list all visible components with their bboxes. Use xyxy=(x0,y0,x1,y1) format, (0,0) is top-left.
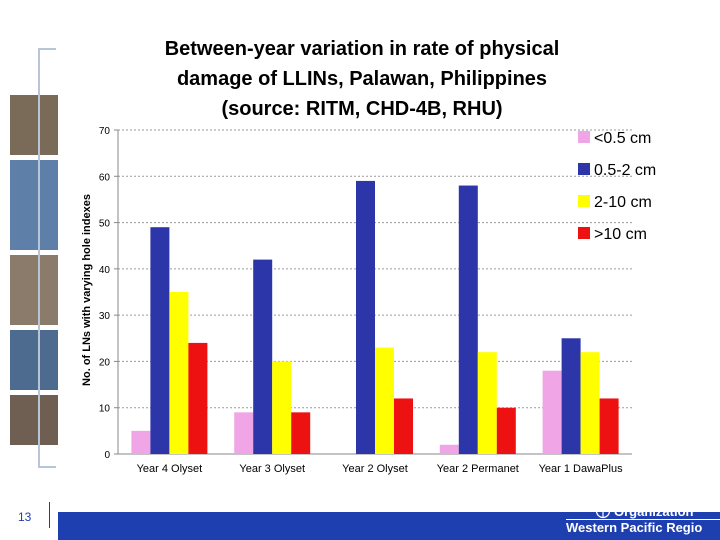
x-category-label: Year 4 Olyset xyxy=(137,463,203,475)
bar-1-3 xyxy=(291,412,311,454)
bar-2-2 xyxy=(375,347,394,454)
y-tick-label: 60 xyxy=(99,172,111,183)
x-category-label: Year 3 Olyset xyxy=(239,463,305,475)
legend-swatch xyxy=(578,227,590,239)
bar-2-1 xyxy=(356,180,375,454)
legend-swatch xyxy=(578,131,590,143)
legend-label: <0.5 cm xyxy=(594,130,651,147)
legend-label: 2-10 cm xyxy=(594,194,652,211)
x-category-label: Year 2 Olyset xyxy=(342,463,408,475)
bar-1-0 xyxy=(234,412,254,454)
bar-4-3 xyxy=(599,398,619,454)
bar-4-0 xyxy=(542,370,562,454)
y-tick-label: 40 xyxy=(99,265,111,276)
legend-swatch xyxy=(578,195,590,207)
photo-panel xyxy=(10,255,58,325)
photo-panel xyxy=(10,395,58,445)
y-axis-label: No. of LNs with varying hole indexes xyxy=(81,194,93,386)
photo-panel xyxy=(10,160,58,250)
legend-label: >10 cm xyxy=(594,226,647,243)
y-tick-label: 10 xyxy=(99,404,111,415)
bar-layer xyxy=(131,180,619,455)
bar-0-2 xyxy=(169,292,189,454)
background-photo-strip xyxy=(0,0,60,480)
photo-panel xyxy=(10,330,58,390)
page-divider xyxy=(49,502,50,528)
bar-2-3 xyxy=(394,398,413,454)
bar-3-2 xyxy=(477,352,497,454)
chart-title: Between-year variation in rate of physic… xyxy=(164,38,560,120)
legend-label: 0.5-2 cm xyxy=(594,162,656,179)
label-layer: 0 10 20 30 40 50 60 70 Year 4 Olyset Year 3 Olyse… xyxy=(99,126,623,475)
photo-panel xyxy=(10,95,58,155)
y-tick-label: 0 xyxy=(104,450,110,461)
legend-swatch xyxy=(578,163,590,175)
y-tick-label: 50 xyxy=(99,219,111,230)
organization-divider xyxy=(566,519,720,520)
bar-0-0 xyxy=(131,430,151,454)
bar-0-3 xyxy=(188,342,208,454)
legend: <0.5 cm 0.5-2 cm 2-10 cm >10 cm xyxy=(578,130,656,243)
bar-3-3 xyxy=(496,407,516,454)
bar-4-1 xyxy=(561,338,581,454)
y-tick-label: 30 xyxy=(99,311,111,322)
organization-region: Western Pacific Regio xyxy=(566,520,703,535)
y-tick-label: 70 xyxy=(99,126,111,137)
bar-3-0 xyxy=(439,444,459,454)
bar-1-2 xyxy=(272,361,292,454)
x-category-label: Year 2 Permanet xyxy=(437,463,519,475)
bar-0-1 xyxy=(150,227,170,454)
page-number: 13 xyxy=(18,510,32,524)
page-number-box xyxy=(0,480,58,540)
x-category-label: Year 1 DawaPlus xyxy=(539,463,623,475)
bar-3-1 xyxy=(458,185,478,455)
bar-4-2 xyxy=(580,352,600,454)
photo-frame xyxy=(38,48,56,468)
bar-1-1 xyxy=(253,259,273,454)
y-tick-label: 20 xyxy=(99,357,111,368)
